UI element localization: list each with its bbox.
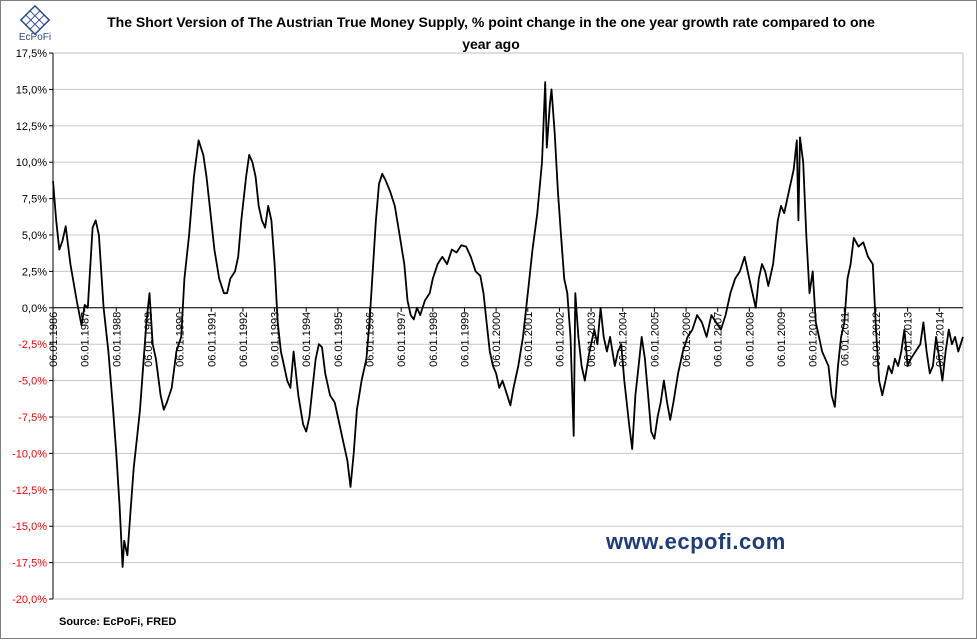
y-tick-label: -5,0% — [18, 376, 47, 388]
y-tick-label: -17,5% — [12, 558, 47, 570]
chart-title: The Short Version of The Austrian True M… — [71, 11, 911, 55]
x-tick-label: 06.01.2011 — [839, 312, 851, 366]
x-tick-label: 06.01.1988 — [111, 312, 123, 367]
x-tick-label: 06.01.1986 — [48, 312, 60, 367]
y-tick-label: 2,5% — [22, 266, 47, 278]
ecpofi-logo — [11, 4, 59, 49]
y-tick-label: 7,5% — [22, 194, 47, 206]
x-tick-label: 06.01.2014 — [934, 312, 946, 367]
y-tick-label: 0,0% — [22, 303, 47, 315]
x-tick-label: 06.01.2001 — [523, 312, 535, 367]
x-tick-label: 06.01.2010 — [808, 312, 820, 367]
x-tick-label: 06.01.2000 — [491, 312, 503, 367]
x-tick-label: 06.01.1992 — [238, 312, 250, 367]
y-tick-label: 15,0% — [16, 84, 47, 96]
x-tick-label: 06.01.1995 — [333, 312, 345, 367]
logo-diamond-icon — [19, 4, 51, 36]
x-tick-label: 06.01.2005 — [649, 312, 661, 367]
x-tick-label: 06.01.1997 — [396, 312, 408, 367]
x-tick-label: 06.01.2009 — [776, 312, 788, 367]
y-tick-label: -15,0% — [12, 521, 47, 533]
y-tick-label: 12,5% — [16, 121, 47, 133]
y-tick-label: -7,5% — [18, 412, 47, 424]
watermark-url: www.ecpofi.com — [606, 529, 786, 554]
x-tick-label: 06.01.1999 — [459, 312, 471, 367]
x-tick-label: 06.01.2008 — [744, 312, 756, 367]
x-tick-label: 06.01.1991 — [206, 312, 218, 367]
series-line — [52, 81, 964, 568]
chart-title-line-2: year ago — [462, 36, 520, 52]
x-tick-label: 06.01.2002 — [554, 312, 566, 367]
y-tick-label: -12,5% — [12, 485, 47, 497]
y-tick-label: -20,0% — [12, 594, 47, 606]
x-tick-label: 06.01.2004 — [618, 312, 630, 367]
y-tick-label: 10,0% — [16, 157, 47, 169]
y-tick-label: -2,5% — [18, 339, 47, 351]
y-tick-label: 17,5% — [16, 48, 47, 60]
x-tick-label: 06.01.1998 — [428, 312, 440, 367]
y-tick-label: 5,0% — [22, 230, 47, 242]
logo-text: EcPoFi — [18, 32, 52, 43]
x-tick-label: 06.01.1987 — [80, 312, 92, 367]
source-note: Source: EcPoFi, FRED — [59, 616, 177, 628]
chart-title-line-1: The Short Version of The Austrian True M… — [107, 14, 875, 30]
y-tick-label: -10,0% — [12, 448, 47, 460]
x-tick-label: 06.01.1994 — [301, 312, 313, 367]
